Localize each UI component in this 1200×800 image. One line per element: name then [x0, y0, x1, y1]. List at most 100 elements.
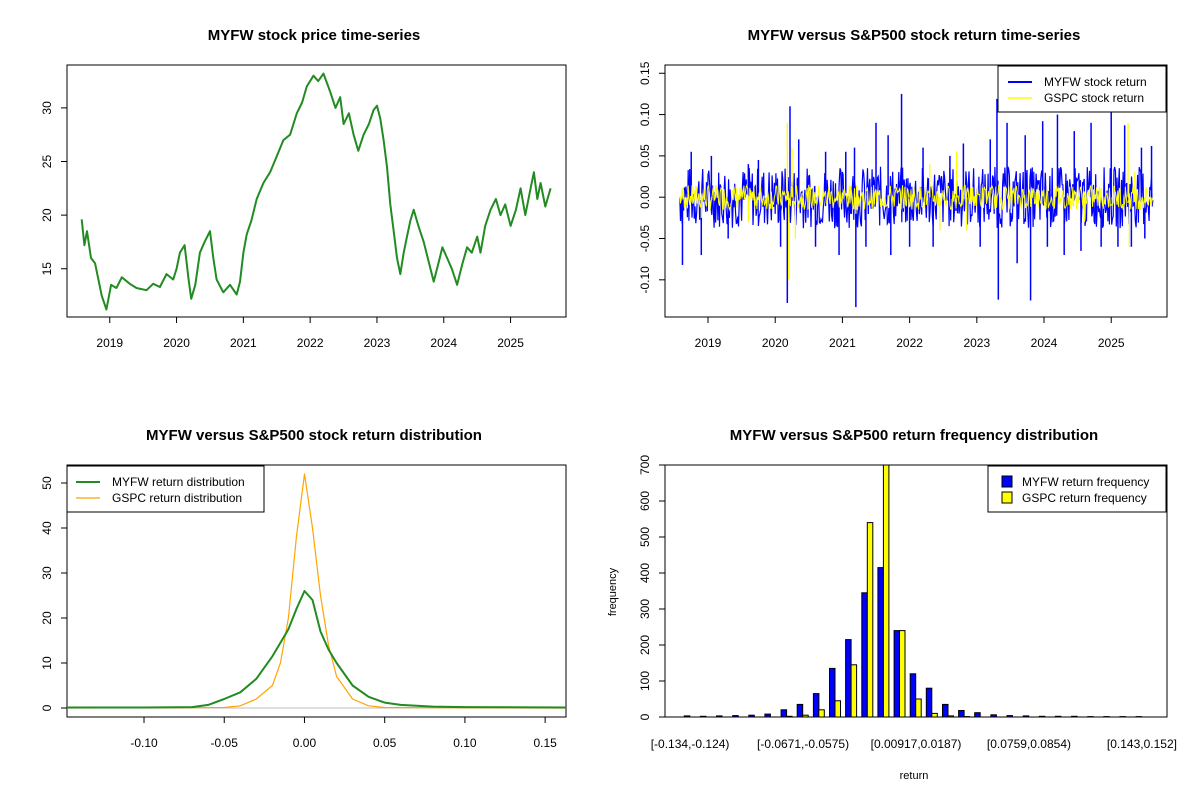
gspc-freq-bar: [931, 712, 938, 718]
gspc-freq-bar: [996, 716, 1002, 718]
y-tick-label: 700: [638, 455, 652, 475]
price-panel: MYFW stock price time-series 2019 2020 2021…: [40, 27, 567, 350]
y-tick-label: 0.15: [638, 61, 652, 85]
density-panel: MYFW versus S&P500 stock return distribu…: [40, 427, 567, 750]
y-tick-label: 0.10: [638, 103, 652, 127]
myfw-freq-bar: [893, 630, 901, 718]
y-tick-label: 0: [40, 704, 54, 711]
x-tick-label: 0.05: [373, 736, 397, 750]
plot-frame: [66, 64, 567, 318]
y-tick-label: 15: [40, 262, 54, 276]
x-tick-label: 2025: [497, 336, 524, 350]
myfw-freq-bar: [699, 715, 707, 718]
myfw-freq-bar: [683, 715, 691, 718]
gspc-return-line: [679, 183, 1154, 212]
gspc-freq-bar: [818, 709, 825, 718]
x-tick-label: -0.10: [130, 736, 158, 750]
gspc-freq-bar: [1060, 716, 1067, 718]
y-tick-label: 600: [638, 491, 652, 511]
returns-panel: MYFW versus S&P500 stock return time-ser…: [638, 27, 1168, 350]
y-tick-label: 10: [40, 656, 54, 670]
plot-frame: [66, 464, 567, 718]
legend-label-gspc: GSPC stock return: [1044, 91, 1144, 105]
gspc-freq-bar: [834, 700, 841, 718]
y-tick-label: 50: [40, 476, 54, 490]
y-tick-label: 100: [638, 671, 652, 691]
myfw-freq-bar: [958, 710, 965, 718]
legend-label-gspc: GSPC return frequency: [1022, 491, 1147, 505]
x-tick-label: 2019: [695, 336, 722, 350]
myfw-freq-bar: [845, 639, 852, 718]
legend-label-myfw: MYFW return frequency: [1022, 475, 1149, 489]
y-tick-label: 25: [40, 155, 54, 169]
myfw-freq-bar: [990, 714, 997, 718]
legend-label-myfw: MYFW return distribution: [112, 475, 245, 489]
myfw-freq-bar: [942, 703, 949, 718]
x-tick-label: 2021: [230, 336, 257, 350]
myfw-freq-bar: [1022, 715, 1030, 718]
x-tick-label: [0.00917,0.0187): [871, 737, 962, 751]
x-axis-label: return: [900, 770, 929, 782]
gspc-density-line: [66, 473, 567, 709]
y-tick-label: -0.10: [638, 266, 652, 294]
myfw-freq-bar: [748, 714, 755, 718]
gspc-freq-bar: [882, 464, 890, 718]
x-tick-label: 0.00: [293, 736, 317, 750]
gspc-freq-bar: [1109, 716, 1115, 718]
gspc-freq-bar: [980, 716, 986, 718]
myfw-freq-bar: [780, 709, 788, 718]
myfw-freq-bar: [716, 715, 723, 718]
y-tick-label: 400: [638, 563, 652, 583]
x-tick-label: [0.143,0.152]: [1107, 737, 1177, 751]
gspc-freq-bar: [1044, 716, 1051, 718]
plot-frame: [664, 64, 1168, 318]
myfw-freq-bar: [877, 567, 884, 718]
legend-box: [997, 65, 1167, 113]
x-tick-label: 2025: [1098, 336, 1125, 350]
chart-title: MYFW versus S&P500 return frequency dist…: [730, 427, 1098, 444]
x-tick-label: [-0.0671,-0.0575): [757, 737, 849, 751]
legend-swatch-gspc: [1001, 491, 1013, 504]
x-tick-label: [0.0759,0.0854): [987, 737, 1071, 751]
gspc-freq-bar: [866, 522, 874, 718]
legend: MYFW return frequency GSPC return frequen…: [987, 465, 1167, 513]
x-tick-label: -0.05: [211, 736, 239, 750]
myfw-freq-bar: [974, 712, 981, 718]
myfw-freq-bar: [829, 667, 836, 718]
x-tick-label: 0.10: [453, 736, 477, 750]
myfw-freq-bar: [1071, 715, 1078, 718]
chart-title: MYFW stock price time-series: [208, 27, 421, 44]
gspc-freq-bar: [1125, 716, 1131, 718]
myfw-freq-bar: [1006, 715, 1013, 718]
x-tick-label: 0.15: [533, 736, 557, 750]
x-tick-label: 2024: [1031, 336, 1058, 350]
y-tick-label: 40: [40, 521, 54, 535]
legend-label-myfw: MYFW stock return: [1044, 75, 1147, 89]
y-tick-label: 300: [638, 599, 652, 619]
myfw-freq-bar: [1038, 715, 1046, 718]
myfw-freq-bar: [812, 693, 820, 718]
y-axis-label: frequency: [607, 567, 619, 616]
gspc-freq-bar: [705, 716, 712, 718]
gspc-freq-bar: [915, 698, 922, 718]
myfw-freq-bar: [796, 703, 804, 718]
x-tick-label: 2023: [364, 336, 391, 350]
myfw-freq-bar: [925, 687, 933, 718]
myfw-freq-bar: [909, 673, 917, 718]
gspc-freq-bar: [738, 716, 744, 718]
y-tick-label: 20: [40, 208, 54, 222]
gspc-freq-bar: [1141, 716, 1148, 718]
frequency-panel: MYFW versus S&P500 return frequency dist…: [607, 427, 1177, 782]
gspc-freq-bar: [1028, 716, 1035, 718]
gspc-freq-bar: [786, 715, 793, 718]
myfw-freq-bar: [861, 592, 868, 718]
legend-swatch-myfw: [1001, 475, 1013, 488]
x-tick-label: 2019: [96, 336, 123, 350]
y-tick-label: 200: [638, 635, 652, 655]
gspc-freq-bar: [722, 716, 728, 718]
gspc-freq-bar: [754, 716, 760, 718]
y-tick-label: 0.05: [638, 144, 652, 168]
legend-box: [66, 465, 265, 513]
y-tick-label: 500: [638, 527, 652, 547]
